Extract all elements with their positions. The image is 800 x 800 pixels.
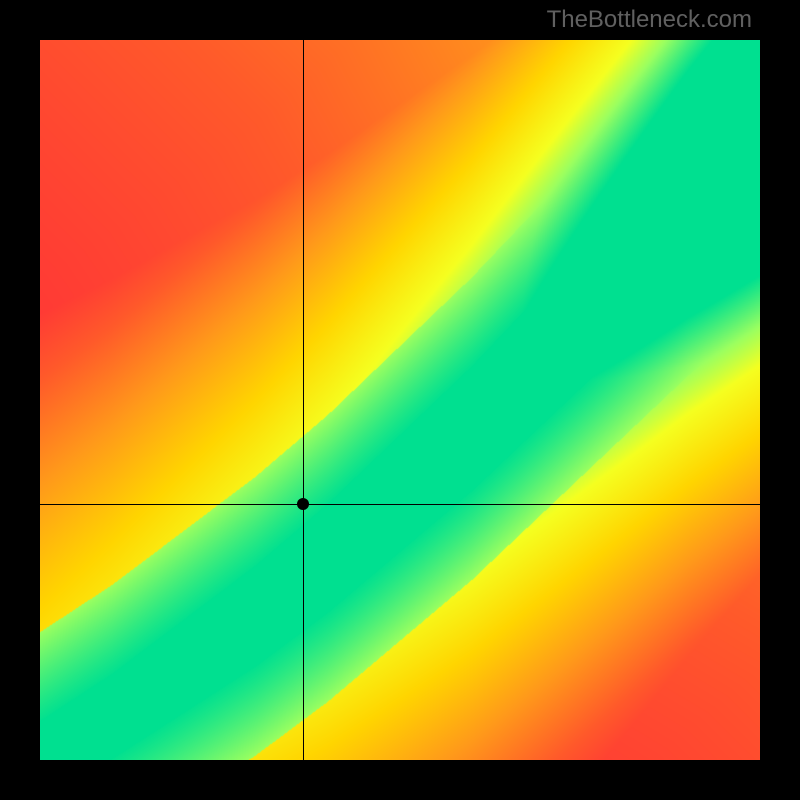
plot-area [40,40,760,760]
crosshair-vertical [303,40,304,760]
heatmap-canvas [40,40,760,760]
crosshair-horizontal [40,504,760,505]
data-point-marker [297,498,309,510]
watermark-text: TheBottleneck.com [547,6,752,34]
chart-container: TheBottleneck.com [0,0,800,800]
